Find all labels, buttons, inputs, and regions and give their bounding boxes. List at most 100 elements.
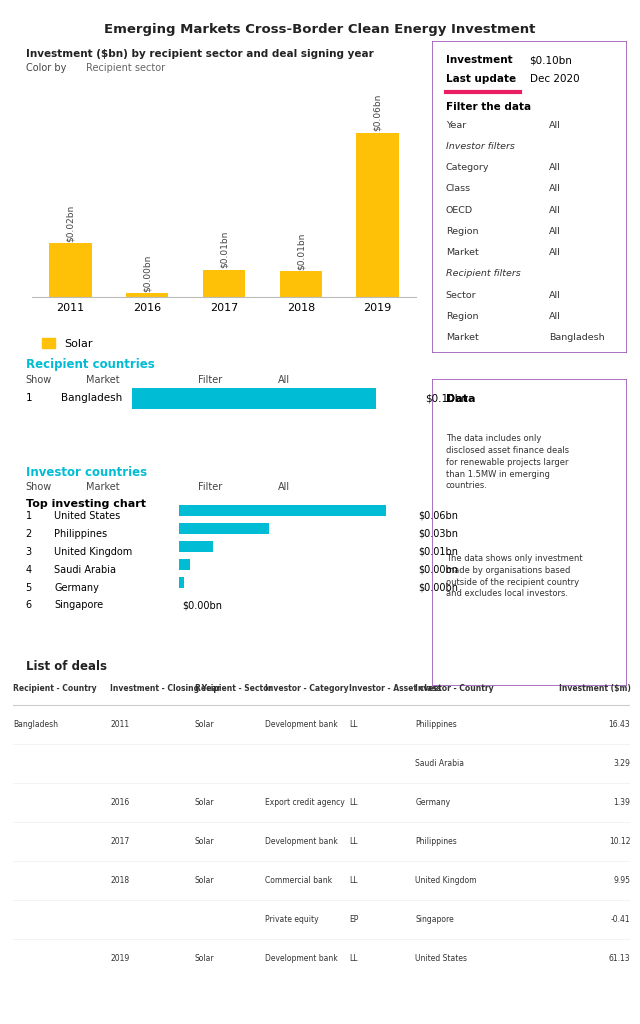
Text: United States: United States bbox=[415, 954, 467, 963]
Bar bbox=[179, 578, 184, 588]
Text: 2017: 2017 bbox=[110, 837, 130, 846]
Text: $0.01bn: $0.01bn bbox=[296, 232, 305, 270]
Text: Last update: Last update bbox=[445, 74, 516, 84]
Text: Investor filters: Investor filters bbox=[445, 142, 515, 151]
Text: Filter: Filter bbox=[198, 375, 223, 385]
Text: United Kingdom: United Kingdom bbox=[415, 876, 477, 885]
FancyBboxPatch shape bbox=[432, 41, 627, 353]
Text: All: All bbox=[549, 163, 561, 172]
Text: $0.01bn: $0.01bn bbox=[220, 231, 228, 268]
Text: 2: 2 bbox=[26, 528, 32, 539]
Text: Solar: Solar bbox=[195, 954, 214, 963]
Text: Category: Category bbox=[445, 163, 489, 172]
Text: All: All bbox=[549, 291, 561, 299]
Text: Investment - Closing Year: Investment - Closing Year bbox=[110, 684, 221, 693]
Text: 3: 3 bbox=[26, 547, 32, 557]
Text: Investor - Asset class: Investor - Asset class bbox=[349, 684, 442, 693]
Text: Singapore: Singapore bbox=[54, 600, 104, 610]
Text: Market: Market bbox=[86, 482, 120, 493]
Text: All: All bbox=[549, 226, 561, 236]
Text: $0.01bn: $0.01bn bbox=[418, 547, 458, 557]
Text: Philippines: Philippines bbox=[54, 528, 108, 539]
Text: Investor - Category: Investor - Category bbox=[265, 684, 348, 693]
Text: United Kingdom: United Kingdom bbox=[54, 547, 132, 557]
Text: 2019: 2019 bbox=[110, 954, 130, 963]
Text: 6: 6 bbox=[26, 600, 32, 610]
Text: Recipient - Country: Recipient - Country bbox=[13, 684, 97, 693]
Text: All: All bbox=[278, 482, 291, 493]
Text: Filter: Filter bbox=[198, 482, 223, 493]
Text: Recipient sector: Recipient sector bbox=[86, 63, 166, 74]
Text: Bangladesh: Bangladesh bbox=[13, 720, 58, 729]
Bar bbox=[179, 559, 190, 569]
Text: Investor countries: Investor countries bbox=[26, 466, 147, 479]
Bar bbox=[179, 541, 212, 552]
Text: Bangladesh: Bangladesh bbox=[549, 333, 605, 342]
Bar bbox=[356, 133, 399, 297]
Text: 61.13: 61.13 bbox=[609, 954, 630, 963]
Text: Private equity: Private equity bbox=[265, 914, 319, 924]
Text: The data includes only
disclosed asset finance deals
for renewable projects larg: The data includes only disclosed asset f… bbox=[445, 434, 569, 490]
Text: -0.41: -0.41 bbox=[611, 914, 630, 924]
Text: Year: Year bbox=[445, 121, 466, 130]
Text: Region: Region bbox=[445, 311, 478, 321]
Text: All: All bbox=[549, 206, 561, 215]
Text: $0.06bn: $0.06bn bbox=[373, 94, 382, 131]
Text: Color by: Color by bbox=[26, 63, 66, 74]
Text: 4: 4 bbox=[26, 564, 32, 574]
Text: Development bank: Development bank bbox=[265, 837, 337, 846]
Text: Show: Show bbox=[26, 482, 52, 493]
Text: Germany: Germany bbox=[54, 583, 99, 593]
Text: United States: United States bbox=[54, 511, 121, 521]
FancyBboxPatch shape bbox=[432, 379, 627, 686]
Text: Sector: Sector bbox=[445, 291, 476, 299]
Text: Region: Region bbox=[445, 226, 478, 236]
Text: Export credit agency: Export credit agency bbox=[265, 798, 344, 807]
Text: $0.00bn: $0.00bn bbox=[418, 564, 458, 574]
Text: Top investing chart: Top investing chart bbox=[26, 499, 146, 509]
Text: Development bank: Development bank bbox=[265, 720, 337, 729]
Text: Market: Market bbox=[445, 333, 479, 342]
Text: 16.43: 16.43 bbox=[609, 720, 630, 729]
Text: LL: LL bbox=[349, 837, 358, 846]
Text: OECD: OECD bbox=[445, 206, 473, 215]
Text: $0.10bn: $0.10bn bbox=[426, 393, 468, 403]
Text: 2016: 2016 bbox=[110, 798, 130, 807]
Text: Germany: Germany bbox=[415, 798, 451, 807]
Text: All: All bbox=[549, 311, 561, 321]
Bar bbox=[280, 271, 322, 297]
Text: List of deals: List of deals bbox=[26, 660, 107, 674]
Text: $0.02bn: $0.02bn bbox=[66, 205, 75, 242]
Bar bbox=[179, 506, 385, 516]
Text: Market: Market bbox=[86, 375, 120, 385]
Text: Recipient - Sector: Recipient - Sector bbox=[195, 684, 272, 693]
Text: 1: 1 bbox=[26, 511, 32, 521]
Text: LL: LL bbox=[349, 798, 358, 807]
Text: Class: Class bbox=[445, 184, 471, 194]
Text: 1.39: 1.39 bbox=[614, 798, 630, 807]
Text: 5: 5 bbox=[26, 583, 32, 593]
Text: Development bank: Development bank bbox=[265, 954, 337, 963]
Text: Solar: Solar bbox=[195, 720, 214, 729]
Text: All: All bbox=[549, 184, 561, 194]
Text: 9.95: 9.95 bbox=[613, 876, 630, 885]
Bar bbox=[132, 388, 376, 409]
Text: Recipient countries: Recipient countries bbox=[26, 358, 154, 372]
Text: EP: EP bbox=[349, 914, 359, 924]
Bar bbox=[126, 293, 168, 297]
Text: $0.03bn: $0.03bn bbox=[418, 528, 458, 539]
Text: Emerging Markets Cross-Border Clean Energy Investment: Emerging Markets Cross-Border Clean Ener… bbox=[104, 23, 536, 36]
Text: Philippines: Philippines bbox=[415, 837, 457, 846]
Text: $0.06bn: $0.06bn bbox=[418, 511, 458, 521]
Bar bbox=[203, 269, 245, 297]
Text: 3.29: 3.29 bbox=[614, 759, 630, 768]
Text: All: All bbox=[549, 248, 561, 257]
Text: All: All bbox=[549, 121, 561, 130]
Legend: Solar: Solar bbox=[38, 334, 97, 353]
Text: LL: LL bbox=[349, 876, 358, 885]
Text: 10.12: 10.12 bbox=[609, 837, 630, 846]
Text: 2018: 2018 bbox=[110, 876, 129, 885]
Text: Bangladesh: Bangladesh bbox=[61, 393, 122, 403]
Text: $0.00bn: $0.00bn bbox=[418, 583, 458, 593]
Text: Singapore: Singapore bbox=[415, 914, 454, 924]
